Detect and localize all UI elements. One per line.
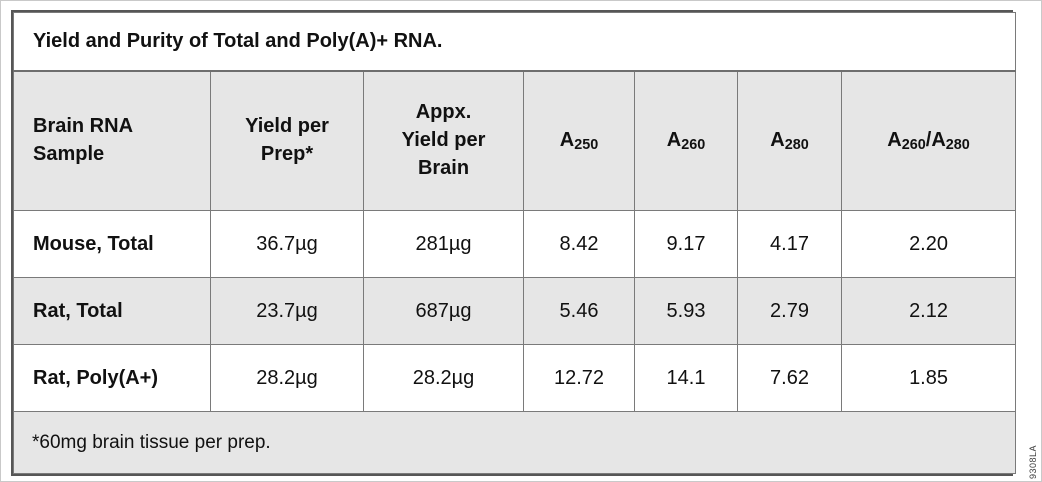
column-header-a260: A260: [634, 70, 738, 211]
table-body: Mouse, Total 36.7µg 281µg 8.42 9.17 4.17 2.20 R…: [13, 210, 1017, 412]
cell-a260-a280-ratio: 1.85: [840, 344, 1017, 412]
cell-a260: 9.17: [634, 210, 738, 278]
column-header-appx-yield-per-brain: Appx. Yield per Brain: [363, 70, 524, 211]
title-row: Yield and Purity of Total and Poly(A)+ R…: [12, 12, 1017, 72]
table-row: Rat, Poly(A+) 28.2µg 28.2µg 12.72 14.1 7.62 1.…: [13, 344, 1017, 412]
table-row: Rat, Total 23.7µg 687µg 5.46 5.93 2.79 2.12: [13, 277, 1017, 345]
cell-sample: Rat, Poly(A+): [13, 344, 211, 412]
cell-a250: 8.42: [523, 210, 635, 278]
table-footnote: *60mg brain tissue per prep.: [12, 411, 1017, 474]
cell-a260: 14.1: [634, 344, 738, 412]
cell-yield-per-prep: 23.7µg: [210, 277, 364, 345]
rna-yield-table-frame: Yield and Purity of Total and Poly(A)+ R…: [11, 10, 1017, 476]
column-header-a250: A250: [523, 70, 635, 211]
cell-a280: 4.17: [737, 210, 842, 278]
cell-sample: Rat, Total: [13, 277, 211, 345]
cell-a260: 5.93: [634, 277, 738, 345]
cell-yield-per-prep: 36.7µg: [210, 210, 364, 278]
column-header-yield-per-prep: Yield per Prep*: [210, 70, 364, 211]
cell-a250: 5.46: [523, 277, 635, 345]
header-row: Brain RNA Sample Yield per Prep* Appx. Yield …: [13, 70, 1017, 211]
cell-a260-a280-ratio: 2.20: [840, 210, 1017, 278]
table-title: Yield and Purity of Total and Poly(A)+ R…: [12, 12, 1017, 72]
table-row: Mouse, Total 36.7µg 281µg 8.42 9.17 4.17 2.20: [13, 210, 1017, 278]
cell-a250: 12.72: [523, 344, 635, 412]
column-header-a280: A280: [737, 70, 842, 211]
cell-a260-a280-ratio: 2.12: [840, 277, 1017, 345]
cell-appx-yield-per-brain: 281µg: [363, 210, 524, 278]
figure-number-text: 9308LA: [1028, 444, 1038, 479]
cell-appx-yield-per-brain: 28.2µg: [363, 344, 524, 412]
footnote-row: *60mg brain tissue per prep.: [12, 411, 1017, 474]
column-header-a260-a280-ratio: A260/A280: [840, 70, 1017, 211]
cell-appx-yield-per-brain: 687µg: [363, 277, 524, 345]
cell-a280: 7.62: [737, 344, 842, 412]
cell-a280: 2.79: [737, 277, 842, 345]
cell-yield-per-prep: 28.2µg: [210, 344, 364, 412]
cell-sample: Mouse, Total: [13, 210, 211, 278]
column-header-sample: Brain RNA Sample: [13, 70, 211, 211]
figure-number-label: 9308LA: [1028, 445, 1038, 479]
rna-yield-table: Yield and Purity of Total and Poly(A)+ R…: [12, 12, 1017, 474]
